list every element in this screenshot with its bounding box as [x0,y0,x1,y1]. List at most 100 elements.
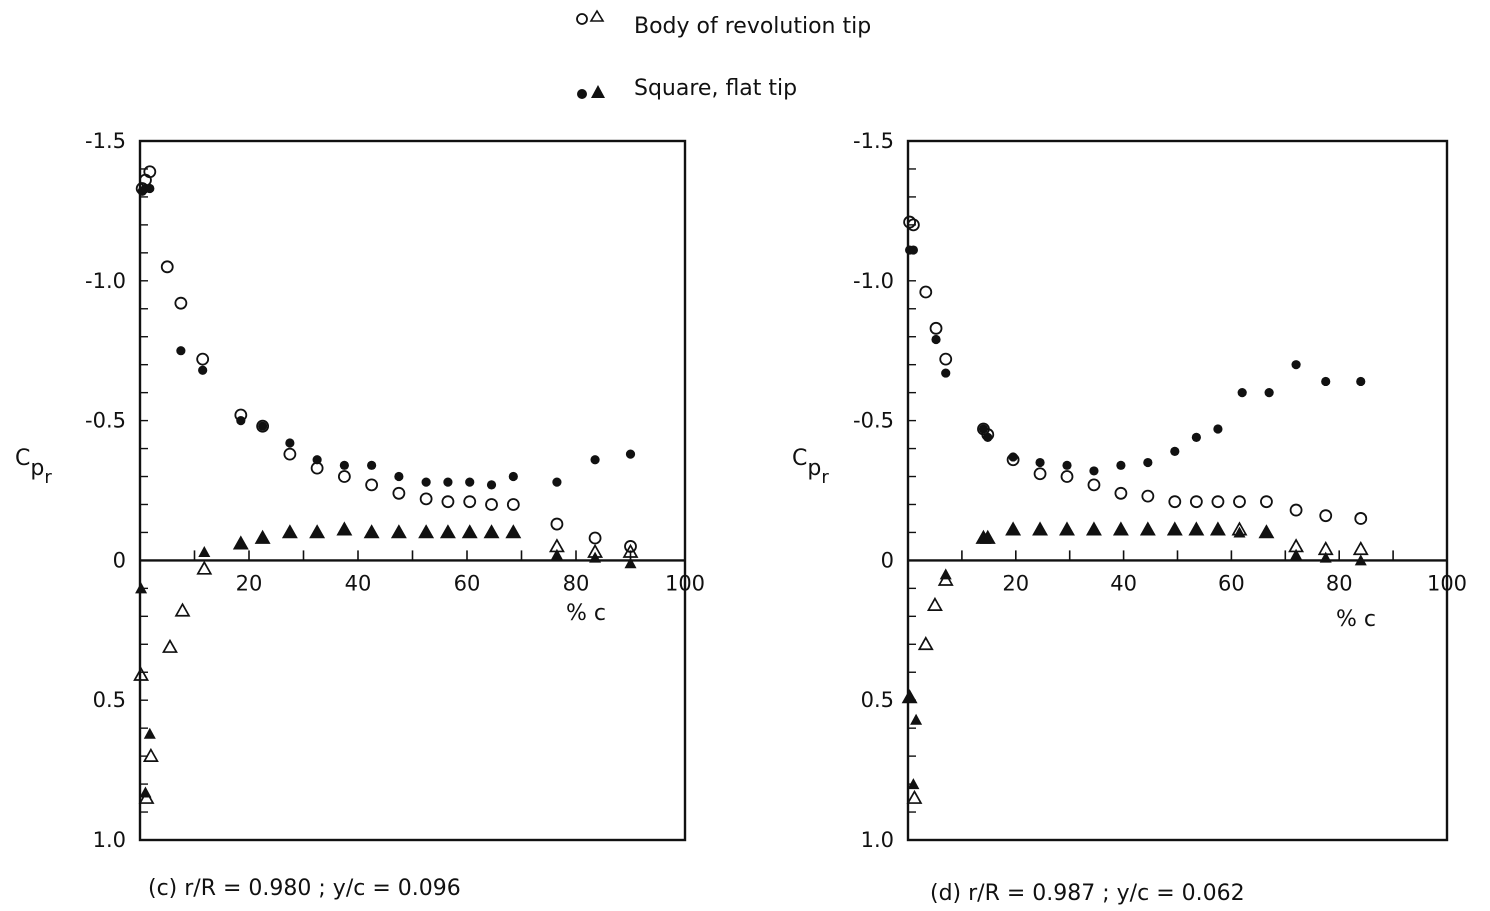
filled-triangle-point [135,582,148,594]
filled-circle-point [236,416,246,426]
open-circle-point [256,419,270,433]
open-circle-point [1289,503,1303,517]
filled-triangle-point [1319,551,1332,563]
x-tick-label: 40 [345,571,372,595]
filled-triangle-point [1141,523,1154,535]
open-circle-point [1114,486,1128,500]
plot-caption: (c) r/R = 0.980 ; y/c = 0.096 [148,876,461,901]
filled-circle-point [941,368,951,378]
filled-triangle-point [624,557,637,569]
filled-circle-point [1264,388,1274,398]
filled-circle-point [1321,376,1331,387]
open-circle-point [196,352,210,366]
filled-circle-point [394,471,404,482]
open-circle-point [588,531,602,545]
filled-triangle-point [198,546,211,558]
open-circle-point [174,296,188,310]
y-tick-label: 0 [113,548,126,572]
filled-circle-point [421,477,431,487]
plot-c: 20 40 60 80 100 -1.5 -1.0 -0.5 0 0.5 1.0 Cpr % c (c) … [15,129,705,901]
filled-triangle-point [910,713,923,725]
y-tick-label: 0.5 [861,688,894,712]
x-tick-label: 20 [1002,571,1029,595]
open-circle-point [550,517,564,531]
open-triangle-point [906,789,923,804]
filled-triangle-point [143,727,156,739]
filled-triangle-point [365,526,378,538]
open-circle-point [485,498,498,511]
open-circle-point [419,492,433,506]
plot-d: 20 40 60 80 100 -1.5 -1.0 -0.5 0 0.5 1.0 Cpr % c (d) … [792,129,1467,906]
legend-filled-triangle-marker [591,85,605,98]
filled-circle-point [1089,466,1099,476]
filled-circle-point [1008,452,1018,462]
open-triangle-point [926,596,943,611]
open-circle-point [1033,467,1047,481]
x-tick-label: 100 [1427,571,1467,595]
open-circle-point [160,260,174,274]
filled-circle-point [1356,376,1366,387]
x-tick-label: 60 [1218,571,1245,595]
open-circle-point [506,498,520,511]
plot-frame [138,139,687,842]
filled-circle-point [176,346,186,356]
filled-circle-point [285,438,295,448]
open-circle-point [1233,495,1246,509]
filled-triangle-point [463,526,476,538]
filled-circle-point [1213,424,1223,434]
filled-triangle-point [1211,523,1224,535]
filled-triangle-point [907,778,920,790]
y-tick-label: 1.0 [93,828,126,852]
filled-circle-point [552,477,562,487]
open-circle-point [1141,489,1155,503]
y-tick-label: -1.0 [85,269,126,293]
legend-label-body-of-revolution: Body of revolution tip [634,14,871,39]
filled-circle-point [1116,460,1126,470]
filled-triangle-point [283,526,296,538]
open-circle-point [283,447,297,461]
legend-open-circle-marker [576,13,588,25]
filled-circle-point [1291,360,1301,370]
y-tick-label: -0.5 [85,409,126,433]
filled-circle-point [1035,457,1045,468]
open-triangle-point [917,636,934,651]
filled-triangle-point [1061,523,1074,535]
open-circle-point [463,495,477,509]
y-tick-label: -1.5 [853,129,894,153]
y-tick-label: 0 [881,548,894,572]
open-circle-point [1319,509,1333,523]
open-triangle-point [622,543,639,558]
filled-triangle-point [507,526,520,538]
filled-triangle-point [1260,526,1273,538]
open-circle-point [1260,495,1273,509]
filled-triangle-point [1007,523,1020,535]
plot-caption: (d) r/R = 0.987 ; y/c = 0.062 [930,881,1245,906]
x-tick-label: 40 [1110,571,1137,595]
filled-triangle-point [311,526,324,538]
open-circle-point [1354,512,1368,525]
filled-triangle-point [981,532,994,544]
plot-frame [906,139,1449,842]
filled-circle-point [198,365,208,375]
x-axis-label: % c [566,601,606,626]
filled-circle-point [486,480,497,490]
legend-open-triangle-marker [589,9,605,22]
filled-triangle-point [550,548,563,560]
open-circle-point [919,285,933,299]
legend-filled-circle-marker [577,89,587,99]
filled-triangle-point [420,526,433,538]
y-tick-label: -1.0 [853,269,894,293]
filled-triangle-point [1233,526,1246,538]
open-triangle-point [133,666,150,681]
filled-triangle-point [234,537,247,549]
open-circle-point [906,218,920,232]
filled-triangle-point [392,526,405,538]
y-axis-label: Cpr [792,446,829,488]
filled-circle-point [443,477,453,487]
open-circle-point [143,165,157,179]
filled-triangle-point [1087,523,1100,535]
filled-circle-point [1062,460,1072,470]
open-circle-point [1211,495,1225,509]
legend-label-square-flat-tip: Square, flat tip [634,76,797,101]
